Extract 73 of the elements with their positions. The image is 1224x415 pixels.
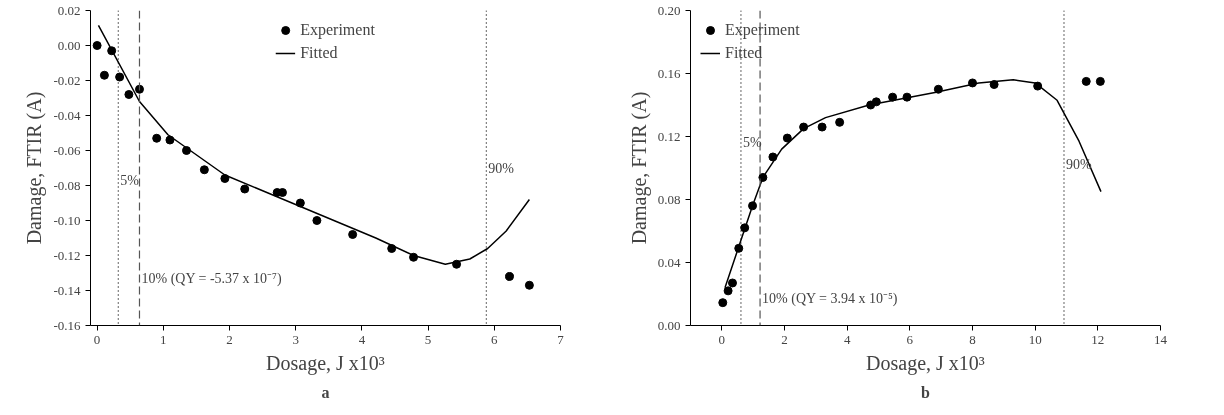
x-tick-label: 4 — [843, 331, 851, 347]
x-axis-title: Dosage, J x10³ — [266, 351, 385, 375]
x-tick-label: 14 — [1154, 331, 1168, 347]
x-tick-label: 6 — [906, 331, 914, 347]
y-tick-label: 0.02 — [57, 2, 81, 18]
y-tick-label: 0.00 — [657, 317, 681, 333]
text: b — [921, 383, 931, 401]
legend-label: Fitted — [300, 44, 338, 62]
point — [99, 70, 109, 80]
point — [835, 117, 845, 127]
point — [152, 133, 162, 143]
point — [989, 80, 999, 90]
annotation: 5% — [120, 172, 140, 188]
point — [888, 92, 898, 102]
point — [782, 133, 792, 143]
y-tick-label: -0.02 — [53, 72, 81, 88]
point — [524, 280, 534, 290]
annotation: 5% — [742, 135, 762, 151]
y-tick-label: 0.00 — [57, 37, 81, 53]
x-axis-title: Dosage, J x10³ — [866, 351, 985, 375]
x-tick-label: 10 — [1028, 331, 1042, 347]
point — [220, 174, 230, 183]
x-tick-label: 8 — [969, 331, 976, 347]
point — [505, 272, 515, 281]
point — [240, 184, 250, 194]
y-tick-label: 0.08 — [657, 191, 681, 207]
point — [723, 286, 733, 296]
y-tick-label: 0.12 — [657, 128, 681, 144]
text: a — [321, 383, 330, 401]
point — [768, 152, 778, 162]
x-tick-label: 12 — [1091, 331, 1105, 347]
point — [165, 135, 175, 145]
y-tick-label: -0.08 — [53, 177, 81, 193]
y-tick-label: 0.04 — [657, 254, 681, 270]
y-tick-label: -0.14 — [53, 282, 81, 298]
point — [718, 298, 728, 308]
x-tick-label: 0 — [718, 331, 726, 347]
x-tick-label: 3 — [292, 331, 299, 347]
annotation: 10% (QY = 3.94 x 10⁻⁵) — [762, 291, 898, 308]
point — [124, 90, 134, 99]
point — [115, 72, 125, 82]
y-tick-label: -0.04 — [53, 107, 81, 123]
y-tick-label: -0.10 — [53, 212, 81, 228]
y-axis-title: Damage, FTIR (A) — [627, 91, 651, 245]
point — [295, 198, 305, 208]
y-tick-label: 0.16 — [657, 65, 681, 81]
y-axis-title: Damage, FTIR (A) — [23, 91, 47, 245]
point — [727, 278, 737, 288]
y-tick-label: -0.16 — [53, 317, 81, 333]
y-tick-label: 0.20 — [657, 2, 681, 18]
point — [92, 41, 102, 50]
y-tick-label: -0.12 — [53, 247, 81, 263]
point — [817, 122, 827, 132]
y-tick-label: -0.06 — [53, 142, 81, 158]
x-tick-label: 7 — [557, 331, 565, 347]
point — [1081, 76, 1091, 86]
point — [181, 146, 191, 155]
legend-label: Experiment — [300, 21, 375, 39]
x-tick-label: 2 — [226, 331, 233, 347]
point — [312, 216, 322, 225]
point — [1095, 76, 1105, 86]
x-tick-label: 2 — [781, 331, 788, 347]
legend-label: Experiment — [725, 21, 800, 39]
x-tick-label: 5 — [424, 331, 432, 347]
point — [199, 165, 209, 175]
x-tick-label: 6 — [491, 331, 499, 347]
x-tick-label: 0 — [93, 331, 101, 347]
annotation: 10% (QY = -5.37 x 10⁻⁷) — [141, 270, 282, 287]
x-tick-label: 4 — [358, 331, 366, 347]
legend-label: Fitted — [725, 44, 763, 62]
annotation: 90% — [488, 160, 515, 176]
point — [348, 230, 358, 239]
x-tick-label: 1 — [160, 331, 167, 347]
